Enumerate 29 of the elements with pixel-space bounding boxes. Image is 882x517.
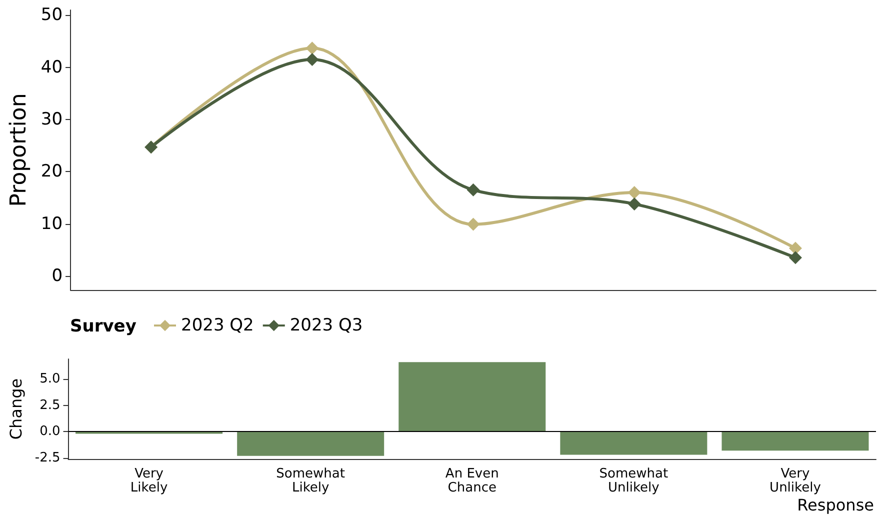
point — [628, 197, 641, 210]
y-tick-label: -2.5 — [34, 450, 60, 466]
legend-label: 2023 Q2 — [181, 316, 254, 336]
point — [306, 42, 319, 55]
y-tick-label: 30 — [40, 109, 63, 130]
x-tick-label: Very Likely — [130, 466, 168, 496]
point — [306, 53, 319, 66]
y-tick-label: 2.5 — [40, 398, 60, 413]
y-axis-title: Proportion — [6, 93, 32, 207]
y-tick-label: 0.0 — [40, 424, 60, 440]
x-tick-label: An Even Chance — [445, 466, 499, 496]
point — [788, 251, 802, 264]
y-axis-title: Change — [6, 378, 26, 440]
y-tick-label: 5.0 — [40, 372, 60, 386]
point — [788, 242, 802, 255]
x-axis-title: Response — [797, 496, 874, 514]
y-tick-label: 20 — [40, 162, 63, 182]
y-tick-label: 50 — [40, 5, 63, 26]
y-tick-label: 0 — [52, 266, 63, 286]
legend-label: 2023 Q3 — [290, 316, 363, 336]
x-tick-label: Very Unlikely — [770, 466, 822, 496]
x-tick-label: Somewhat Unlikely — [599, 466, 668, 496]
point — [466, 183, 480, 196]
point — [628, 186, 641, 199]
y-tick-label: 40 — [40, 57, 63, 78]
legend-title: Survey — [70, 316, 136, 336]
y-tick-label: 10 — [40, 214, 63, 234]
point — [466, 218, 480, 231]
x-tick-label: Somewhat Likely — [276, 466, 345, 496]
